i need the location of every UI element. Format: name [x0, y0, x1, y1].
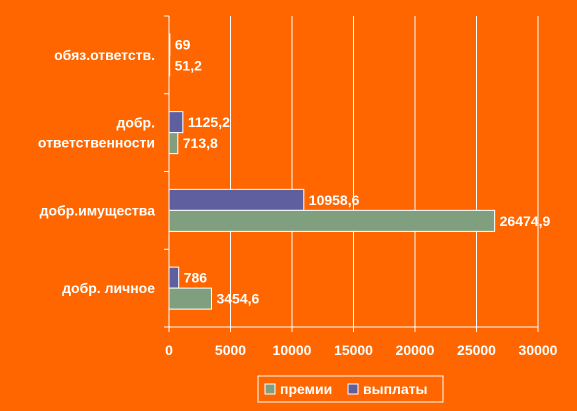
- category-label-line: ответственности: [38, 135, 155, 151]
- x-tick-label: 25000: [457, 342, 496, 358]
- category-label: добр. ответственности: [38, 115, 155, 151]
- category-label: добр.имущества: [40, 202, 156, 218]
- category-label-line: добр. личное: [62, 280, 155, 296]
- legend-label-vyplaty: выплаты: [363, 381, 428, 397]
- x-tick-label: 20000: [396, 342, 435, 358]
- data-label-premii: 3454,6: [216, 291, 259, 307]
- bar-premii: [168, 209, 496, 232]
- category-label-line: обяз.ответств.: [54, 47, 155, 63]
- data-label-vyplaty: 69: [175, 36, 191, 52]
- bar-premii: [168, 54, 171, 77]
- legend-swatch-premii: [264, 383, 276, 395]
- bar-premii: [168, 132, 179, 155]
- legend-label-premii: премии: [280, 381, 332, 397]
- legend-swatch-vyplaty: [347, 383, 359, 395]
- bar-vyplaty: [168, 266, 180, 289]
- category-label: обяз.ответств.: [54, 47, 155, 63]
- bar-premii: [168, 287, 212, 310]
- data-label-premii: 51,2: [175, 57, 202, 73]
- x-tick-label: 30000: [519, 342, 558, 358]
- data-label-vyplaty: 10958,6: [309, 192, 360, 208]
- x-tick-label: 0: [165, 342, 173, 358]
- category-label-line: добр.: [116, 115, 155, 131]
- legend-box: [257, 375, 444, 403]
- x-tick-label: 10000: [273, 342, 312, 358]
- data-label-vyplaty: 1125,2: [188, 114, 230, 130]
- bar-vyplaty: [168, 111, 184, 134]
- data-label-vyplaty: 786: [184, 270, 208, 286]
- category-label-line: добр.имущества: [40, 202, 156, 218]
- bar-vyplaty: [168, 33, 171, 56]
- data-label-premii: 26474,9: [500, 213, 551, 229]
- category-label: добр. личное: [62, 280, 155, 296]
- x-tick-label: 5000: [215, 342, 246, 358]
- x-tick-label: 15000: [334, 342, 373, 358]
- bar-vyplaty: [168, 188, 305, 211]
- data-label-premii: 713,8: [183, 135, 218, 151]
